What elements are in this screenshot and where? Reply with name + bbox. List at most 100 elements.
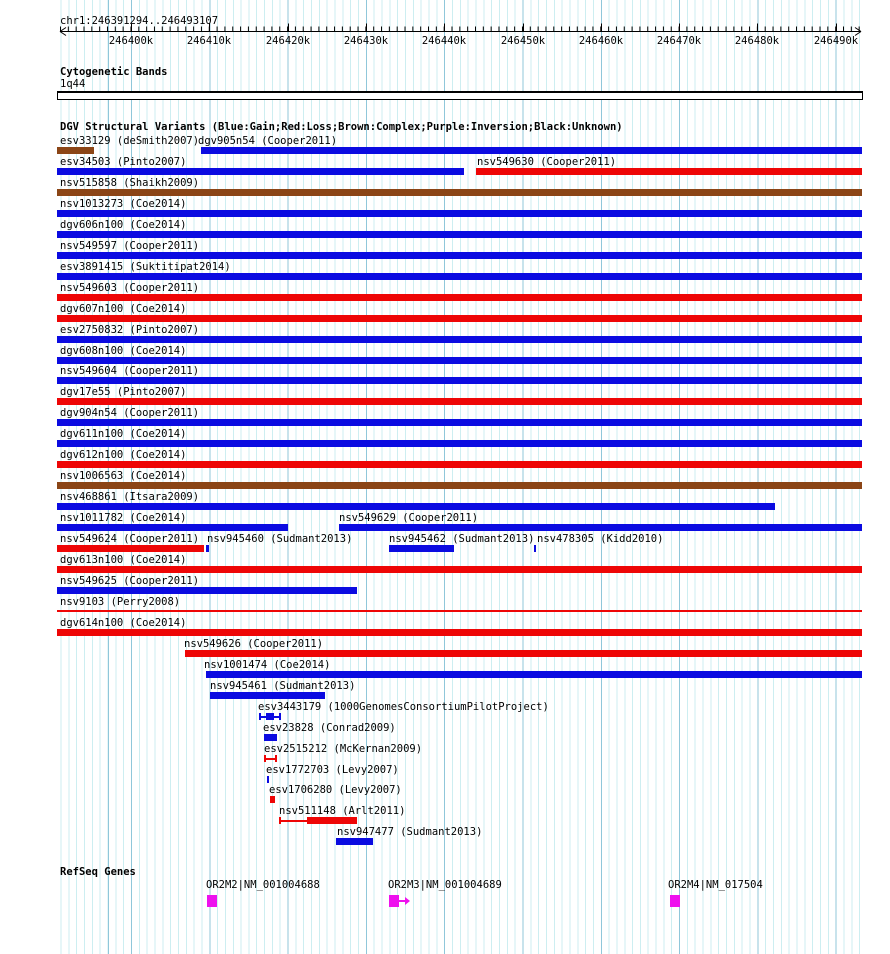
variant-label[interactable]: nsv549629 (Cooper2011) [339, 512, 479, 524]
variant-bar[interactable] [57, 524, 288, 531]
variant-bar[interactable] [57, 189, 862, 196]
variant-label[interactable]: nsv549604 (Cooper2011) [60, 365, 200, 377]
variant-label[interactable]: dgv607n100 (Coe2014) [60, 303, 187, 315]
variant-bar[interactable] [57, 440, 862, 447]
variant-label[interactable]: nsv549626 (Cooper2011) [184, 638, 324, 650]
variant-bar[interactable] [389, 545, 454, 552]
gene-exon-box[interactable] [389, 895, 399, 907]
variant-label[interactable]: dgv613n100 (Coe2014) [60, 554, 187, 566]
variant-bar[interactable] [307, 817, 357, 824]
ruler-tick-label: 246450k [500, 35, 546, 47]
variant-label[interactable]: dgv608n100 (Coe2014) [60, 345, 187, 357]
variant-label[interactable]: nsv549624 (Cooper2011) [60, 533, 200, 545]
variant-label[interactable]: nsv511148 (Arlt2011) [279, 805, 406, 817]
variant-label[interactable]: dgv17e55 (Pinto2007) [60, 386, 187, 398]
variant-label[interactable]: esv3443179 (1000GenomesConsortiumPilotPr… [258, 701, 549, 713]
variant-label[interactable]: dgv905n54 (Cooper2011) [198, 135, 338, 147]
variant-label[interactable]: nsv468861 (Itsara2009) [60, 491, 200, 503]
variant-whisker-line[interactable] [264, 757, 277, 760]
variant-label[interactable]: esv2515212 (McKernan2009) [264, 743, 423, 755]
variant-label[interactable]: nsv549625 (Cooper2011) [60, 575, 200, 587]
variant-bar[interactable] [264, 734, 277, 741]
variant-label[interactable]: esv3891415 (Suktitipat2014) [60, 261, 231, 273]
ruler-tick-label: 246440k [421, 35, 467, 47]
variant-label[interactable]: nsv478305 (Kidd2010) [537, 533, 664, 545]
variant-bar[interactable] [57, 566, 862, 573]
variant-label[interactable]: esv33129 (deSmith2007) [60, 135, 200, 147]
variant-bar[interactable] [57, 629, 862, 636]
variant-whisker-line[interactable] [279, 819, 307, 822]
variant-label[interactable]: esv1706280 (Levy2007) [269, 784, 402, 796]
gene-label[interactable]: OR2M4|NM_017504 [668, 879, 763, 891]
variant-label[interactable]: nsv1011782 (Coe2014) [60, 512, 187, 524]
variant-bar[interactable] [57, 419, 862, 426]
refseq-section-title: RefSeq Genes [60, 866, 136, 878]
variant-label[interactable]: nsv1001474 (Coe2014) [204, 659, 331, 671]
variant-label[interactable]: nsv1006563 (Coe2014) [60, 470, 187, 482]
variant-label[interactable]: nsv549630 (Cooper2011) [477, 156, 617, 168]
variant-bar[interactable] [336, 838, 373, 845]
variant-label[interactable]: dgv606n100 (Coe2014) [60, 219, 187, 231]
variant-label[interactable]: nsv549597 (Cooper2011) [60, 240, 200, 252]
variant-label[interactable]: nsv947477 (Sudmant2013) [337, 826, 483, 838]
variant-bar[interactable] [57, 587, 357, 594]
variant-bar-thin[interactable] [57, 610, 862, 612]
dgv-section-title: DGV Structural Variants (Blue:Gain;Red:L… [60, 121, 623, 133]
variant-bar[interactable] [185, 650, 862, 657]
gene-exon-box[interactable] [207, 895, 217, 907]
variant-label[interactable]: nsv515858 (Shaikh2009) [60, 177, 200, 189]
variant-bar[interactable] [57, 210, 862, 217]
ruler-tick-label: 246460k [578, 35, 624, 47]
variant-bar[interactable] [476, 168, 862, 175]
ruler-tick-label: 246490k [813, 35, 859, 47]
variant-label[interactable]: nsv1013273 (Coe2014) [60, 198, 187, 210]
gene-label[interactable]: OR2M3|NM_001004689 [388, 879, 502, 891]
cytogenetic-band[interactable] [57, 91, 863, 100]
variant-bar[interactable] [270, 796, 275, 803]
variant-bar[interactable] [57, 377, 862, 384]
variant-bar[interactable] [57, 398, 862, 405]
variant-label[interactable]: nsv9103 (Perry2008) [60, 596, 181, 608]
variant-label[interactable]: nsv945460 (Sudmant2013) [207, 533, 353, 545]
locus-title: chr1:246391294..246493107 [60, 15, 219, 27]
variant-bar[interactable] [57, 294, 862, 301]
variant-label[interactable]: esv34503 (Pinto2007) [60, 156, 187, 168]
variant-bar[interactable] [57, 545, 204, 552]
variant-label[interactable]: esv2750832 (Pinto2007) [60, 324, 200, 336]
variant-bar[interactable] [57, 336, 862, 343]
ruler-tick-label: 246420k [265, 35, 311, 47]
variant-label[interactable]: esv23828 (Conrad2009) [263, 722, 396, 734]
variant-bar[interactable] [206, 671, 862, 678]
variant-label[interactable]: nsv549603 (Cooper2011) [60, 282, 200, 294]
variant-bar[interactable] [206, 545, 209, 552]
variant-bar[interactable] [267, 776, 269, 783]
variant-bar[interactable] [534, 545, 536, 552]
variant-bar[interactable] [57, 315, 862, 322]
variant-bar[interactable] [210, 692, 325, 699]
variant-bar[interactable] [57, 168, 464, 175]
variant-label[interactable]: dgv614n100 (Coe2014) [60, 617, 187, 629]
variant-label[interactable]: dgv611n100 (Coe2014) [60, 428, 187, 440]
gene-exon-box[interactable] [670, 895, 680, 907]
variant-label[interactable]: dgv904n54 (Cooper2011) [60, 407, 200, 419]
variant-bar[interactable] [57, 273, 862, 280]
variant-bar[interactable] [201, 147, 862, 154]
variant-bar[interactable] [57, 357, 862, 364]
strand-arrow-icon [399, 900, 406, 902]
variant-bar[interactable] [266, 713, 274, 720]
variant-bar[interactable] [57, 482, 862, 489]
variant-bar[interactable] [339, 524, 862, 531]
ruler-tick-label: 246430k [343, 35, 389, 47]
grid-background [57, 0, 863, 954]
variant-bar[interactable] [57, 252, 862, 259]
variant-label[interactable]: dgv612n100 (Coe2014) [60, 449, 187, 461]
variant-label[interactable]: esv1772703 (Levy2007) [266, 764, 399, 776]
variant-label[interactable]: nsv945461 (Sudmant2013) [210, 680, 356, 692]
variant-bar[interactable] [57, 147, 94, 154]
ruler-tick-label: 246480k [734, 35, 780, 47]
variant-bar[interactable] [57, 461, 862, 468]
variant-bar[interactable] [57, 231, 862, 238]
variant-label[interactable]: nsv945462 (Sudmant2013) [389, 533, 535, 545]
gene-label[interactable]: OR2M2|NM_001004688 [206, 879, 320, 891]
variant-bar[interactable] [57, 503, 775, 510]
